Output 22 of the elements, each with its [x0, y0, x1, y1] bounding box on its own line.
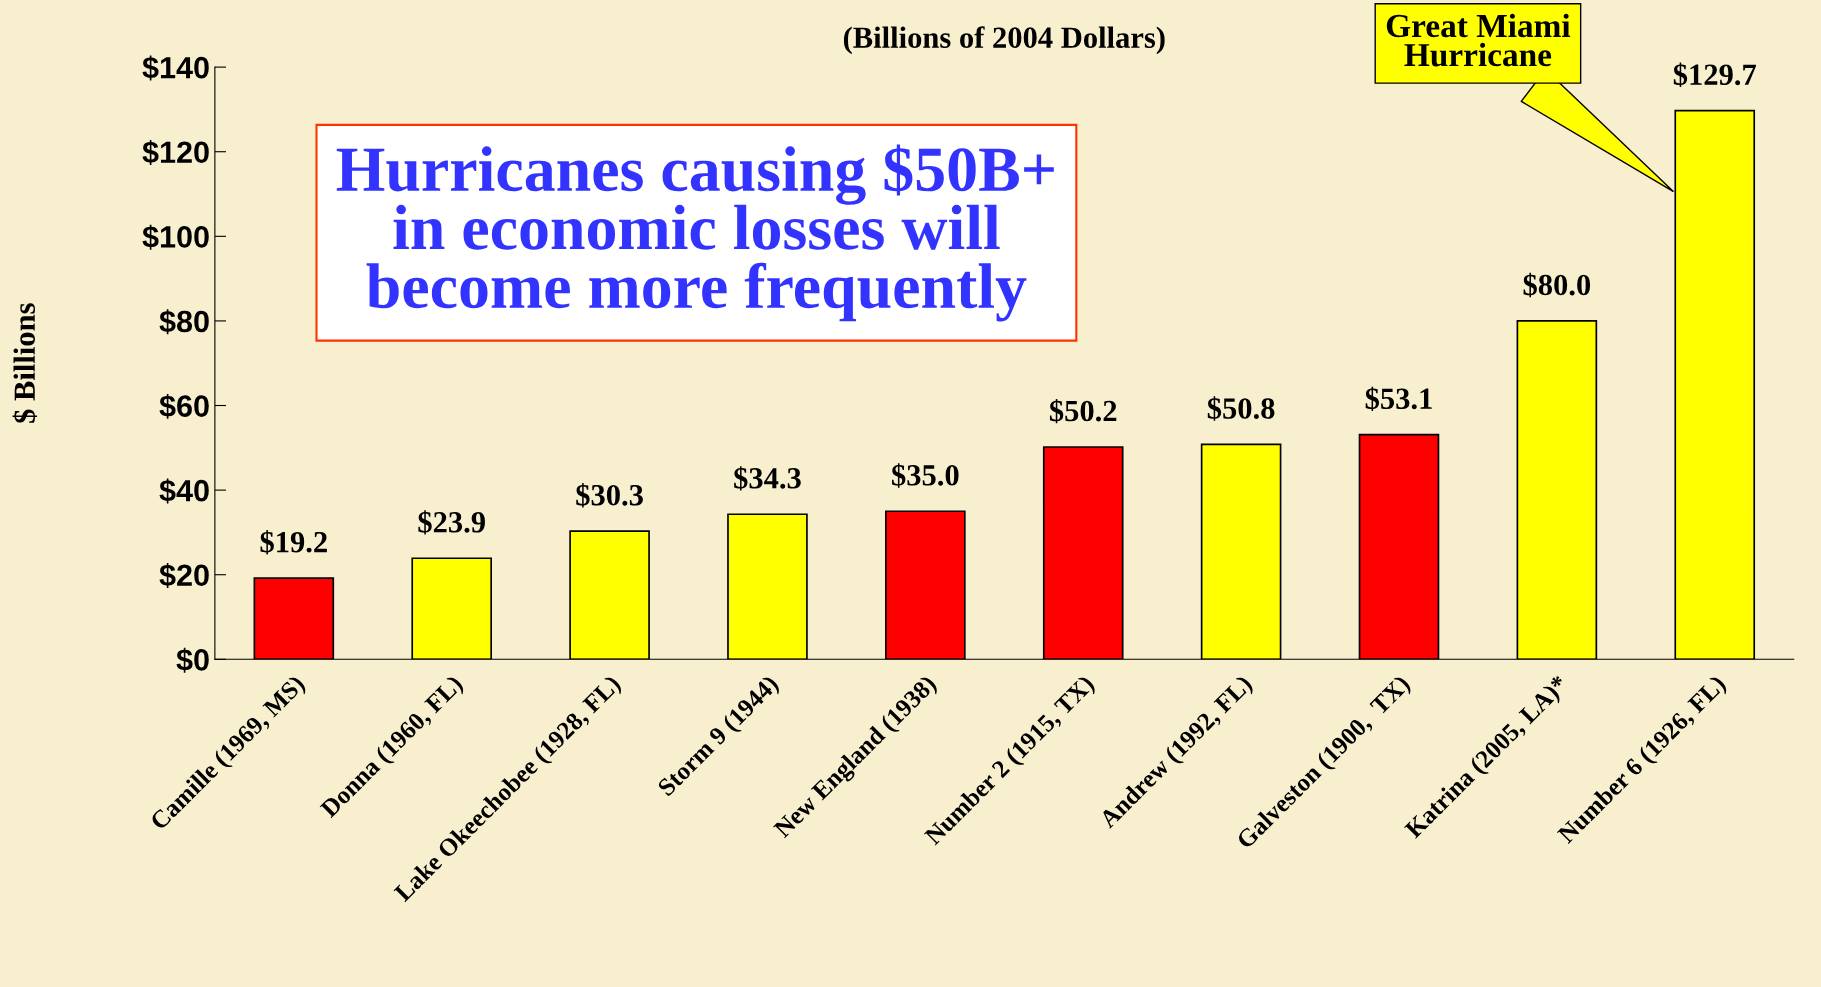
y-tick-label: $40 — [159, 478, 209, 504]
data-label: $30.3 — [576, 483, 643, 508]
y-axis-title: $ Billions — [12, 303, 38, 423]
chart-title: (Billions of 2004 Dollars) — [843, 26, 1165, 55]
text: Great Miami Hurricane — [1386, 13, 1571, 67]
data-label: $80.0 — [1523, 272, 1591, 298]
data-label: $23.9 — [418, 510, 485, 535]
y-tick-label: $20 — [159, 563, 209, 589]
y-tick-label: $140 — [142, 55, 209, 81]
data-label: $129.7 — [1673, 62, 1757, 88]
y-tick-label: $60 — [159, 393, 209, 419]
data-label: $50.2 — [1049, 398, 1117, 424]
data-label: $53.1 — [1365, 386, 1432, 412]
annotation: Hurricanes causing $50B+ in economic losses will become more frequently — [336, 144, 1054, 322]
y-tick-label: $0 — [176, 647, 209, 673]
data-label: $34.3 — [734, 466, 801, 491]
y-tick-label: $100 — [142, 224, 209, 250]
data-label: $35.0 — [892, 463, 959, 488]
y-tick-label: $80 — [159, 309, 209, 335]
data-label: $50.8 — [1207, 396, 1275, 421]
y-tick-label: $120 — [142, 140, 209, 166]
data-label: $19.2 — [260, 530, 327, 555]
